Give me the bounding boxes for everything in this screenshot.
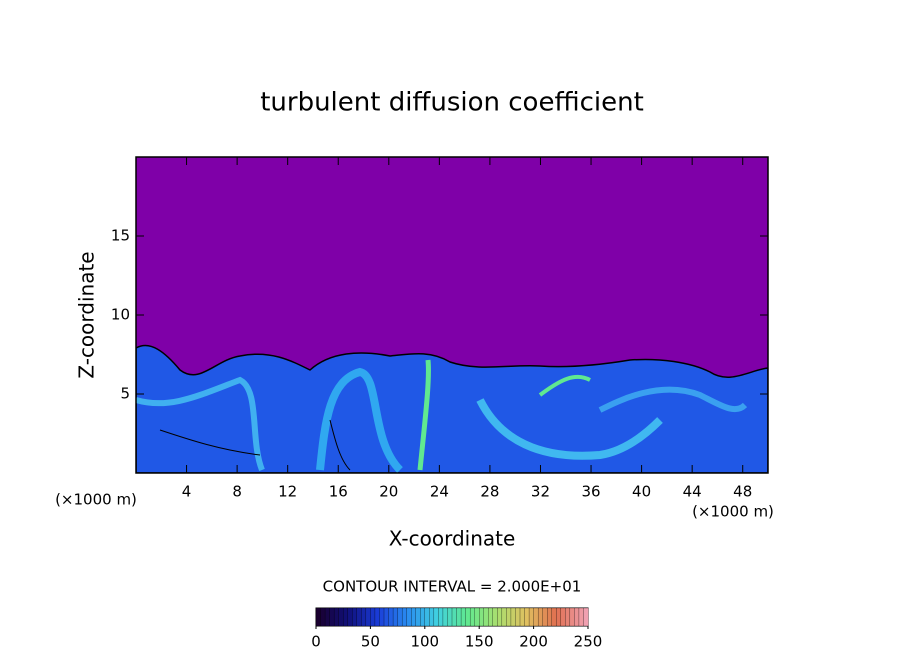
x-tick-label: 20 [379,483,398,501]
colorbar-cell [497,607,503,627]
colorbar-cell [333,607,340,627]
colorbar-cell [501,607,508,627]
colorbar-cell [537,607,544,627]
colorbar-cell [456,607,462,627]
colorbar-cell [569,607,576,627]
colorbar-cell [574,607,580,627]
colorbar-cell [424,607,430,627]
colorbar-tick-label: 100 [410,633,439,651]
x-unit-label: (×1000 m) [55,491,137,509]
colorbar-cell [374,607,381,627]
colorbar-cell [451,607,458,627]
x-tick-label: 48 [733,483,752,501]
colorbar-cell [406,607,412,627]
colorbar-cell [429,607,435,627]
colorbar-cell [315,607,322,627]
colorbar-cell [365,607,372,627]
colorbar-cell [370,607,376,627]
colorbar-cell [469,607,476,627]
colorbar-cell [420,607,426,627]
colorbar-cell [356,607,362,627]
x-tick-label: 12 [278,483,297,501]
colorbar-cell [320,607,326,627]
colorbar-cell [460,607,467,627]
colorbar-cell [510,607,517,627]
colorbar-cell [488,607,494,627]
contour-field [136,157,768,473]
colorbar-cell [447,607,453,627]
colorbar-cell [483,607,489,627]
y-tick-label: 5 [120,385,130,403]
colorbar-cell [556,607,562,627]
chart-title: turbulent diffusion coefficient [260,88,644,118]
y-axis-label: Z-coordinate [75,251,99,378]
colorbar-cell [343,607,349,627]
colorbar-cell [474,607,480,627]
y-tick-label: 15 [111,227,130,245]
y-tick-label: 10 [111,306,130,324]
colorbar-cell [438,607,444,627]
colorbar-cell [524,607,530,627]
colorbar-cell [479,607,485,627]
colorbar-cell [433,607,440,627]
colorbar-cell [352,607,358,627]
colorbar-cell [338,607,344,627]
colorbar-cell [442,607,449,627]
colorbar-cell [533,607,539,627]
colorbar-cell [506,607,512,627]
colorbar-cell [388,607,394,627]
colorbar-cell [519,607,526,627]
colorbar-cell [415,607,421,627]
colorbar-cell [411,607,417,627]
contour-interval: CONTOUR INTERVAL = 2.000E+01 [323,578,582,596]
x-tick-label: 28 [480,483,499,501]
x-tick-label: 8 [232,483,242,501]
colorbar-tick-label: 150 [465,633,494,651]
colorbar-cell [329,607,335,627]
colorbar-cell [397,607,403,627]
x-tick-label: 40 [632,483,651,501]
x-tick-label: 32 [531,483,550,501]
x-unit-label: (×1000 m) [692,503,774,521]
x-tick-label: 16 [329,483,348,501]
colorbar-cell [515,607,521,627]
colorbar-cell [528,607,535,627]
colorbar-cell [560,607,566,627]
colorbar-cell [347,607,353,627]
colorbar-cell [547,607,553,627]
colorbar-cell [324,607,331,627]
colorbar-cell [578,607,585,627]
colorbar-cell [383,607,390,627]
colorbar-cell [392,607,399,627]
colorbar-tick-label: 50 [361,633,380,651]
colorbar-cell [361,607,367,627]
colorbar-cell [551,607,557,627]
colorbar-cell [465,607,471,627]
colorbar-tick-label: 0 [311,633,321,651]
colorbar-cell [583,607,589,627]
colorbar-cell [542,607,548,627]
colorbar-cell [565,607,571,627]
colorbar-tick-label: 200 [519,633,548,651]
x-tick-label: 44 [683,483,702,501]
colorbar-cell [492,607,498,627]
x-axis-label: X-coordinate [389,527,516,551]
colorbar-cell [401,607,408,627]
colorbar-cell [379,607,385,627]
x-tick-label: 4 [182,483,192,501]
colorbar-tick-label: 250 [574,633,603,651]
x-tick-label: 36 [581,483,600,501]
x-tick-label: 24 [430,483,449,501]
